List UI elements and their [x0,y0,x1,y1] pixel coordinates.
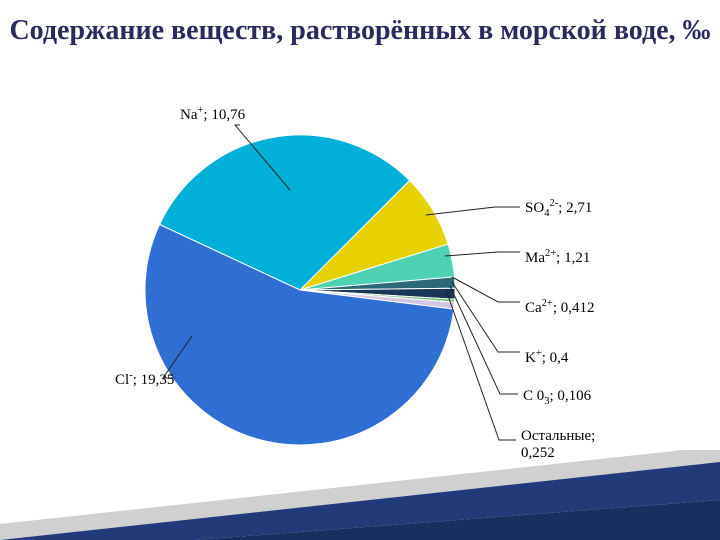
data-label: Na+; 10,76 [180,105,245,124]
data-label: Ma2+; 1,21 [525,248,590,267]
data-label: C 03; 0,106 [523,388,591,407]
data-label: Остальные;0,252 [521,428,595,462]
data-label: Cl-; 19,35 [115,370,174,389]
data-label: SO42-; 2,71 [525,198,592,219]
data-label: K+; 0,4 [525,348,568,367]
data-label: Ca2+; 0,412 [525,298,595,317]
chart-labels: Na+; 10,76 SO42-; 2,71 Ma2+; 1,21 Ca2+; 0,4… [0,0,720,540]
